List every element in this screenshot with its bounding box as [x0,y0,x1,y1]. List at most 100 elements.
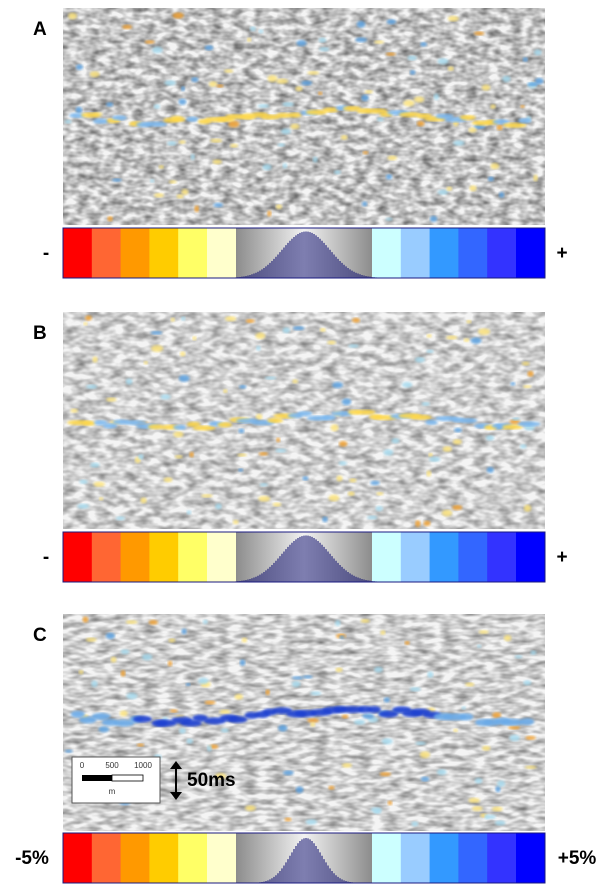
anomaly [319,327,326,332]
anomaly [83,321,88,326]
scale-tick: 0 [80,761,85,770]
anomaly [119,710,128,717]
colorbar-swatch [149,228,179,278]
anomaly [471,806,483,812]
anomaly [178,140,186,144]
anomaly [249,26,256,32]
anomaly [168,638,176,643]
anomaly [486,814,496,820]
anomaly [148,619,158,625]
colorbar-min: - [43,243,49,264]
anomaly [78,670,84,675]
anomaly [478,328,490,335]
anomaly [282,102,295,107]
anomaly [275,448,287,453]
colorbar-swatch [487,228,517,278]
anomaly [256,345,261,351]
anomaly [523,385,532,389]
anomaly [77,503,90,509]
horizon [227,715,248,723]
horizon [517,421,541,427]
anomaly [223,388,228,394]
anomaly [420,42,427,47]
anomaly [328,494,340,502]
colorbar-swatch [400,833,431,883]
anomaly [473,124,486,129]
anomaly [264,376,277,380]
anomaly [521,361,530,366]
anomaly [312,156,318,163]
scale-unit: m [109,787,116,796]
colorbar [62,832,546,884]
anomaly [180,86,186,92]
anomaly [216,84,224,88]
colorbar-frame [62,227,546,279]
anomaly [437,58,449,65]
anomaly [75,64,84,71]
anomaly [468,797,480,803]
anomaly [520,104,525,109]
anomaly [307,70,320,75]
anomaly [495,785,501,793]
colorbar-swatch [149,833,179,883]
horizon [342,106,361,112]
scale-tick: 500 [105,761,119,770]
anomaly [522,57,528,62]
anomaly [347,491,355,496]
anomaly [245,805,256,812]
anomaly [151,345,164,352]
anomaly [509,734,520,742]
horizon [460,418,478,424]
anomaly [189,451,194,458]
anomaly [305,819,318,825]
anomaly [534,49,542,56]
anomaly [374,40,385,44]
anomaly [204,700,216,705]
anomaly [404,640,410,645]
anomaly [381,738,393,745]
anomaly [413,96,425,103]
anomaly [144,40,155,44]
anomaly [494,820,506,826]
colorbar-swatch [429,228,459,278]
horizon [502,122,527,128]
anomaly [514,655,523,659]
anomaly [191,77,199,83]
anomaly [75,106,83,114]
anomaly [411,821,419,827]
anomaly [476,644,482,648]
anomaly [370,480,380,486]
anomaly [496,124,503,131]
anomaly [85,315,92,321]
anomaly [474,777,483,784]
anomaly [153,193,165,198]
colorbar-min: - [43,547,49,568]
horizon [147,424,164,430]
anomaly [375,505,383,512]
anomaly [115,516,126,521]
anomaly [452,439,462,445]
horizon [459,713,474,721]
anomaly [255,413,263,420]
anomaly [409,687,421,692]
horizon [70,710,85,718]
anomaly [447,66,454,71]
anomaly [91,680,98,688]
horizon [378,710,399,718]
anomaly [503,635,512,642]
anomaly [262,164,272,171]
anomaly [527,82,539,87]
anomaly [436,769,447,776]
anomaly [340,135,348,140]
colorbar-swatch [63,228,93,278]
anomaly [228,120,240,128]
anomaly [208,81,218,87]
horizon [186,421,201,427]
anomaly [265,689,270,696]
colorbar-swatch [429,833,459,883]
anomaly [383,697,390,703]
anomaly [385,52,396,56]
anomaly [415,741,427,746]
anomaly [523,680,532,686]
anomaly [70,408,79,413]
